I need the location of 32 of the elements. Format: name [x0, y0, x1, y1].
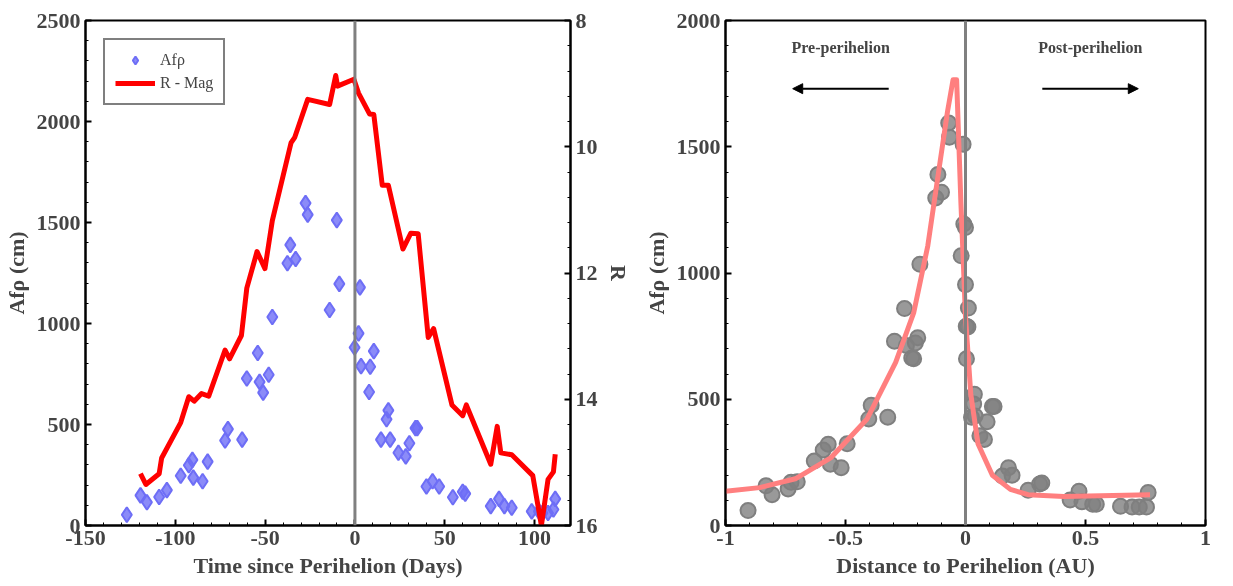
legend-label: R - Mag — [160, 74, 214, 92]
x-tick-label: -100 — [155, 524, 196, 550]
annotation: Post-perihelion — [1038, 38, 1143, 57]
y2-tick-label: 14 — [575, 386, 598, 412]
y2-tick-label: 16 — [575, 512, 598, 538]
y-axis-title: Afρ (cm) — [643, 231, 669, 315]
annotation: Pre-perihelion — [791, 38, 890, 57]
y2-tick-label: 8 — [575, 7, 587, 33]
x-axis-title: Distance to Perihelion (AU) — [836, 552, 1095, 578]
y-tick-label: 1500 — [676, 133, 721, 159]
x-tick-label: -0.5 — [828, 524, 863, 550]
x-tick-label: 100 — [518, 524, 552, 550]
x-axis-title: Time since Perihelion (Days) — [193, 552, 463, 578]
legend-label: Afρ — [160, 51, 185, 69]
y2-axis-title: R — [605, 265, 631, 283]
x-tick-label: -50 — [250, 524, 280, 550]
x-tick-label: 50 — [433, 524, 456, 550]
x-tick-label: 0 — [349, 524, 361, 550]
y2-tick-label: 12 — [575, 260, 598, 285]
y-tick-label: 2000 — [676, 7, 721, 33]
y-tick-label: 1500 — [36, 209, 81, 235]
y-tick-label: 2500 — [36, 7, 81, 33]
x-tick-label: 0 — [960, 524, 971, 550]
y-tick-label: 1000 — [36, 310, 81, 336]
x-tick-label: 0.5 — [1071, 524, 1100, 550]
y-tick-label: 500 — [47, 411, 81, 437]
x-tick-label: 1 — [1200, 524, 1211, 550]
y2-tick-label: 10 — [575, 133, 598, 159]
y-tick-label: 1000 — [676, 260, 721, 285]
y-axis-title: Afρ (cm) — [3, 231, 29, 315]
y-tick-label: 2000 — [36, 108, 81, 134]
y-tick-label: 500 — [687, 386, 721, 412]
